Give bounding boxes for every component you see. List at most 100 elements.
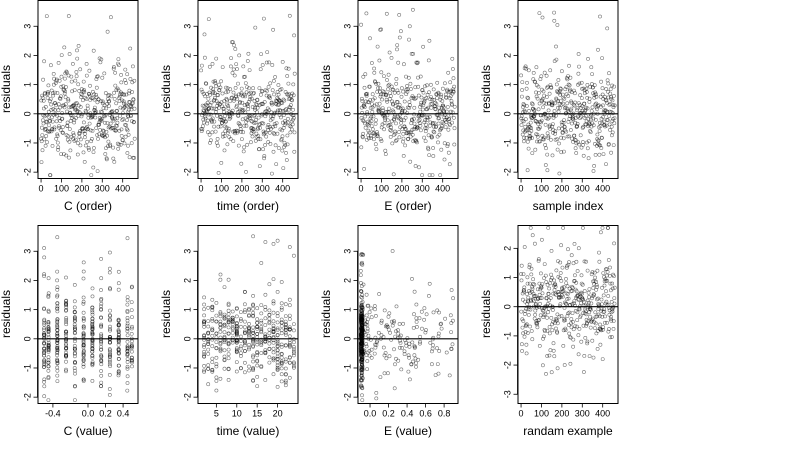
data-point [55, 361, 60, 366]
y-tick-label: -1 [343, 139, 353, 147]
x-tick-label: -0.4 [45, 409, 61, 419]
data-point [405, 84, 409, 88]
data-point [112, 90, 117, 95]
data-point [412, 344, 417, 349]
data-point [392, 112, 397, 117]
data-point [419, 309, 424, 314]
data-point [571, 337, 576, 342]
data-point [246, 107, 251, 112]
data-point [61, 103, 66, 108]
data-point [54, 119, 59, 124]
data-point [436, 91, 441, 96]
data-point [255, 110, 259, 115]
data-point [360, 365, 365, 370]
data-point [601, 271, 606, 276]
data-point [607, 114, 612, 119]
data-point [237, 53, 242, 58]
data-point [364, 11, 369, 16]
data-point [532, 282, 537, 287]
data-point [574, 280, 579, 285]
data-point [81, 358, 86, 363]
data-point [528, 120, 533, 125]
data-point [405, 89, 410, 94]
data-point [64, 318, 69, 322]
data-point [421, 90, 426, 95]
data-point [210, 318, 215, 323]
data-point [72, 282, 77, 287]
data-point [209, 118, 214, 123]
data-point [257, 86, 262, 91]
data-point [359, 363, 364, 367]
data-point [526, 299, 531, 304]
data-point [266, 128, 270, 133]
data-point [556, 99, 561, 103]
data-point [429, 362, 434, 367]
data-point [573, 324, 578, 329]
data-point [251, 330, 256, 335]
data-point [283, 383, 288, 388]
data-point [418, 339, 423, 344]
data-point [527, 262, 532, 267]
data-point [599, 230, 603, 235]
data-point [577, 64, 581, 69]
data-point [392, 115, 397, 119]
data-point [125, 364, 130, 369]
data-point [263, 316, 268, 321]
data-point [359, 301, 364, 305]
data-point [446, 127, 451, 132]
data-point [570, 121, 574, 126]
data-point [113, 70, 118, 75]
data-point [431, 335, 436, 340]
data-point [582, 370, 586, 374]
data-point [596, 47, 600, 52]
data-point [259, 318, 264, 323]
data-point [81, 276, 86, 281]
data-point [63, 95, 68, 100]
data-point [581, 311, 586, 315]
data-point [574, 151, 579, 155]
data-point [222, 322, 227, 327]
data-point [116, 369, 121, 374]
data-point [99, 322, 104, 327]
data-point [251, 339, 256, 343]
data-point [279, 100, 284, 105]
data-point [129, 308, 134, 313]
data-point [546, 310, 550, 315]
data-point [107, 362, 112, 367]
data-point [89, 173, 94, 178]
data-point [408, 81, 413, 86]
data-point [567, 260, 571, 265]
data-point [366, 336, 371, 341]
data-point [272, 92, 277, 97]
data-point [608, 265, 612, 270]
data-point [55, 285, 60, 290]
data-point [401, 62, 406, 67]
data-point [95, 74, 100, 79]
data-point [292, 33, 297, 38]
data-point [442, 157, 447, 162]
data-point [55, 301, 60, 306]
data-point [528, 125, 532, 130]
data-point [555, 23, 560, 27]
data-point [588, 84, 593, 89]
data-point [430, 173, 435, 178]
data-point [592, 270, 597, 275]
data-point [359, 354, 364, 358]
data-point [608, 335, 613, 340]
data-point [536, 318, 541, 323]
data-point [552, 10, 557, 15]
data-point [94, 92, 98, 97]
data-point [551, 128, 556, 132]
data-point [271, 27, 276, 32]
data-point [108, 308, 112, 313]
data-point [565, 134, 570, 139]
data-point [267, 130, 272, 135]
data-point [213, 110, 218, 114]
data-point [203, 94, 208, 99]
data-point [78, 129, 82, 133]
data-point [568, 75, 573, 80]
data-point [361, 74, 366, 79]
data-point [387, 311, 392, 316]
data-point [374, 396, 379, 401]
data-point [103, 91, 108, 95]
